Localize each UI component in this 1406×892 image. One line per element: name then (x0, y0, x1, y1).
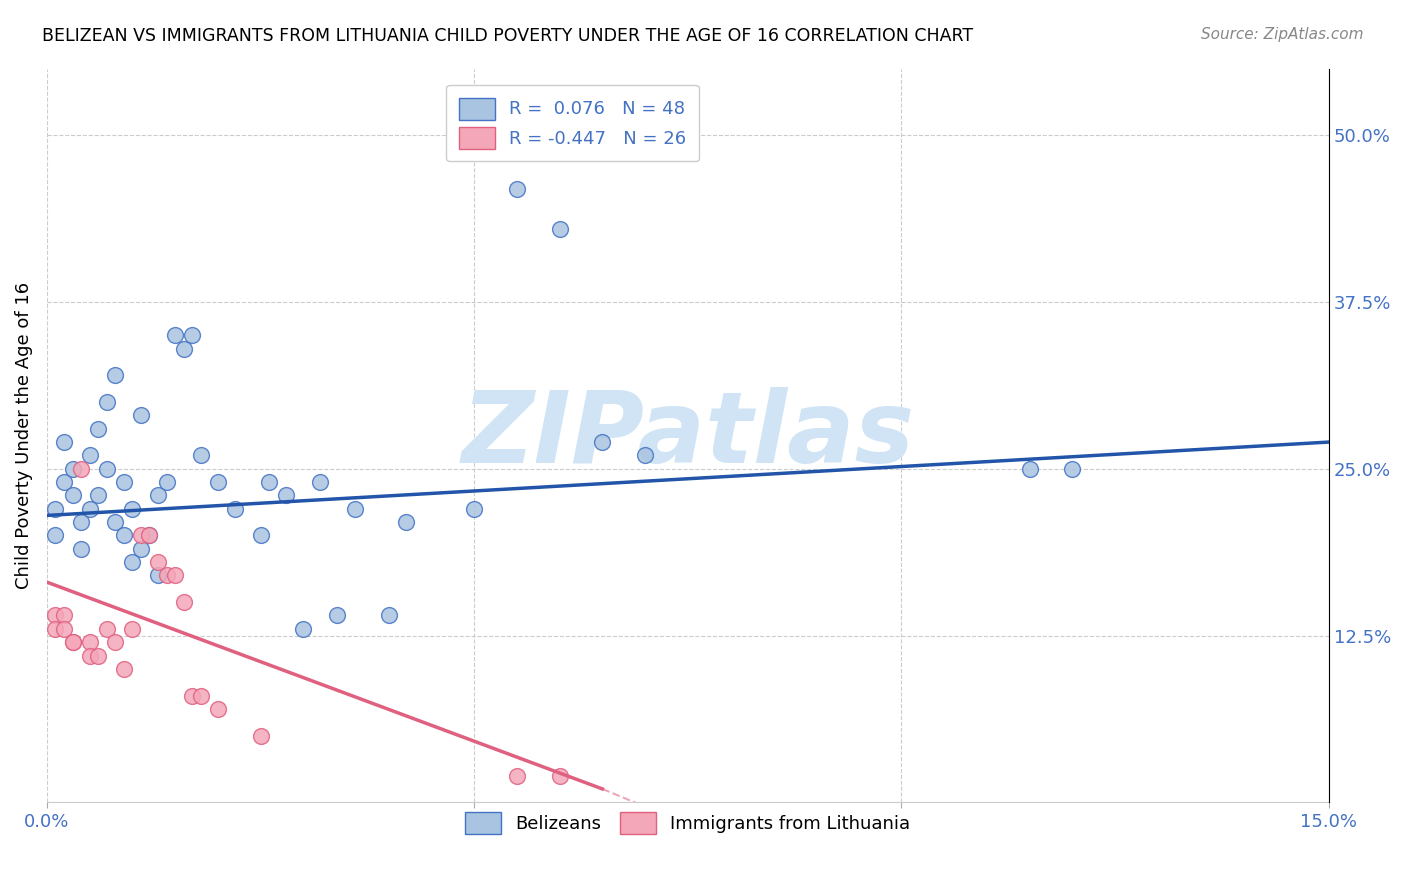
Point (249, 729, 271, 743)
Point (79, 648, 101, 663)
Point (146, 488, 169, 502)
Point (207, 702, 229, 716)
Point (165, 568, 187, 582)
Text: Source: ZipAtlas.com: Source: ZipAtlas.com (1201, 27, 1364, 42)
Point (292, 622, 315, 636)
Point (146, 568, 169, 582)
Point (44, 608, 66, 623)
Point (104, 635, 127, 649)
Point (1062, 462, 1084, 476)
Point (44, 501, 66, 516)
Point (70, 541, 93, 556)
Point (249, 528, 271, 542)
Point (62, 635, 84, 649)
Point (173, 342, 195, 356)
Point (121, 555, 143, 569)
Point (190, 449, 212, 463)
Point (309, 475, 332, 489)
Point (87, 648, 110, 663)
Point (79, 635, 101, 649)
Legend: Belizeans, Immigrants from Lithuania: Belizeans, Immigrants from Lithuania (454, 801, 921, 845)
Point (129, 409, 152, 423)
Point (104, 515, 127, 529)
Point (257, 475, 280, 489)
Point (53, 435, 76, 450)
Point (463, 501, 485, 516)
Point (138, 528, 160, 542)
Point (181, 328, 204, 343)
Point (146, 555, 169, 569)
Point (1018, 462, 1040, 476)
Point (129, 528, 152, 542)
Point (548, 768, 571, 782)
Point (634, 449, 657, 463)
Point (70, 515, 93, 529)
Point (138, 528, 160, 542)
Point (129, 541, 152, 556)
Text: ZIPatlas: ZIPatlas (461, 387, 914, 483)
Point (44, 528, 66, 542)
Point (121, 501, 143, 516)
Point (104, 368, 127, 383)
Point (165, 328, 187, 343)
Point (506, 768, 529, 782)
Point (591, 435, 613, 450)
Y-axis label: Child Poverty Under the Age of 16: Child Poverty Under the Age of 16 (15, 282, 32, 589)
Point (377, 608, 399, 623)
Point (79, 501, 101, 516)
Point (155, 568, 177, 582)
Point (548, 221, 571, 235)
Point (181, 689, 204, 703)
Point (62, 488, 84, 502)
Point (96, 622, 118, 636)
Point (112, 662, 135, 676)
Point (190, 689, 212, 703)
Point (62, 462, 84, 476)
Point (53, 608, 76, 623)
Point (224, 501, 246, 516)
Point (62, 635, 84, 649)
Point (70, 462, 93, 476)
Point (326, 608, 349, 623)
Text: BELIZEAN VS IMMIGRANTS FROM LITHUANIA CHILD POVERTY UNDER THE AGE OF 16 CORRELAT: BELIZEAN VS IMMIGRANTS FROM LITHUANIA CH… (42, 27, 973, 45)
Point (207, 475, 229, 489)
Point (121, 622, 143, 636)
Point (53, 475, 76, 489)
Point (155, 475, 177, 489)
Point (53, 622, 76, 636)
Point (87, 422, 110, 436)
Point (79, 449, 101, 463)
Point (343, 501, 366, 516)
Point (112, 475, 135, 489)
Point (173, 595, 195, 609)
Point (87, 488, 110, 502)
Point (395, 515, 418, 529)
Point (44, 622, 66, 636)
Point (96, 462, 118, 476)
Point (506, 181, 529, 195)
Point (96, 395, 118, 409)
Point (112, 528, 135, 542)
Point (276, 488, 298, 502)
